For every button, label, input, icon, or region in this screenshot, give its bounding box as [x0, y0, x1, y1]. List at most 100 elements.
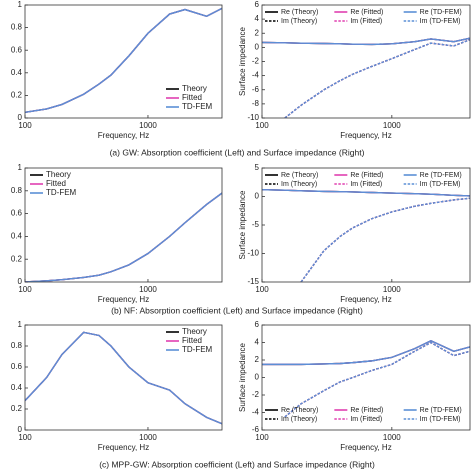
plot-area	[262, 188, 470, 282]
series-line	[284, 38, 470, 118]
plot-frame	[24, 167, 223, 283]
legend-label: Re (TD-FEM)	[420, 172, 462, 179]
series-line	[284, 341, 470, 418]
series-line	[300, 197, 470, 282]
plot-area	[25, 7, 222, 114]
legend-label: Im (Theory)	[281, 181, 317, 188]
legend-label: Re (Fitted)	[350, 172, 383, 179]
x-tick-label: 100	[18, 121, 32, 130]
y-tick-label: 0.6	[11, 209, 23, 218]
legend-label: TD-FEM	[182, 345, 213, 354]
plot-area	[25, 192, 222, 282]
y-axis-label: Surface impedance	[238, 342, 247, 411]
series-line	[262, 37, 470, 46]
legend-label: Fitted	[182, 93, 202, 102]
series-line	[300, 197, 470, 282]
y-tick-label: -6	[252, 85, 260, 94]
legend-label: Fitted	[182, 336, 202, 345]
y-tick-label: -6	[252, 425, 260, 434]
series-line	[25, 192, 222, 282]
plot-frame	[24, 4, 223, 119]
y-tick-label: 0.8	[11, 341, 23, 350]
y-tick-label: 2	[255, 28, 260, 37]
series-line	[262, 188, 470, 197]
plot-frame	[261, 4, 471, 119]
series-line	[284, 341, 470, 418]
series-line	[284, 38, 470, 118]
y-tick-label: 5	[255, 163, 260, 172]
y-tick-label: 0	[18, 425, 23, 434]
legend-label: Im (Theory)	[281, 416, 317, 423]
y-tick-label: 0.2	[11, 404, 23, 413]
y-tick-label: 4	[255, 14, 260, 23]
y-axis-label: Surface impedance	[238, 26, 247, 95]
plot-frame	[261, 167, 471, 283]
y-tick-label: 6	[255, 0, 260, 9]
x-tick-label: 1000	[139, 285, 157, 294]
y-tick-label: 6	[255, 320, 260, 329]
series-line	[25, 192, 222, 282]
y-axis-label: Surface impedance	[238, 190, 247, 259]
series-line	[25, 7, 222, 114]
plot-area	[262, 339, 470, 418]
legend-label: Re (Fitted)	[350, 407, 383, 414]
x-tick-label: 100	[255, 433, 269, 442]
x-axis-label: Frequency, Hz	[98, 443, 149, 452]
legend-label: Fitted	[46, 179, 66, 188]
x-axis-label: Frequency, Hz	[340, 131, 391, 140]
plot-frame	[261, 324, 471, 431]
x-tick-label: 100	[255, 285, 269, 294]
y-tick-label: -10	[247, 113, 259, 122]
x-tick-label: 100	[18, 433, 32, 442]
series-line	[25, 192, 222, 282]
y-tick-label: 0.6	[11, 362, 23, 371]
y-tick-label: 0	[255, 192, 260, 201]
y-tick-label: -5	[252, 220, 260, 229]
y-tick-label: -10	[247, 249, 259, 258]
legend-label: Im (Theory)	[281, 18, 317, 25]
legend-label: Re (Theory)	[281, 9, 318, 16]
y-tick-label: 0.4	[11, 232, 23, 241]
x-tick-label: 1000	[383, 433, 401, 442]
y-tick-label: 0	[255, 42, 260, 51]
legend-label: Re (Theory)	[281, 172, 318, 179]
caption: (a) GW: Absorption coefficient (Left) an…	[110, 147, 365, 157]
y-tick-label: 0	[18, 113, 23, 122]
plot-frame	[24, 324, 223, 431]
y-tick-label: 0.8	[11, 23, 23, 32]
legend-label: Im (TD-FEM)	[420, 18, 461, 25]
y-tick-label: 1	[18, 320, 23, 329]
caption: (b) NF: Absorption coefficient (Left) an…	[111, 305, 363, 315]
y-tick-label: 4	[255, 338, 260, 347]
x-axis-label: Frequency, Hz	[340, 443, 391, 452]
y-tick-label: 0	[18, 277, 23, 286]
series-line	[284, 38, 470, 118]
series-line	[262, 339, 470, 366]
legend-label: Theory	[46, 170, 71, 179]
x-axis-label: Frequency, Hz	[98, 295, 149, 304]
series-line	[300, 197, 470, 282]
x-tick-label: 100	[18, 285, 32, 294]
y-tick-label: 0.6	[11, 45, 23, 54]
x-axis-label: Frequency, Hz	[98, 131, 149, 140]
legend-label: Re (TD-FEM)	[420, 407, 462, 414]
y-tick-label: -4	[252, 71, 260, 80]
y-tick-label: -2	[252, 390, 260, 399]
y-tick-label: -4	[252, 408, 260, 417]
y-tick-label: 0.2	[11, 254, 23, 263]
y-tick-label: 0.4	[11, 68, 23, 77]
y-tick-label: 1	[18, 0, 23, 9]
series-line	[25, 331, 222, 425]
legend-label: Im (TD-FEM)	[420, 416, 461, 423]
legend-label: Im (Fitted)	[350, 416, 382, 423]
caption: (c) MPP-GW: Absorption coefficient (Left…	[99, 459, 375, 469]
legend-label: Theory	[182, 327, 207, 336]
legend-label: Re (TD-FEM)	[420, 9, 462, 16]
y-tick-label: 0.8	[11, 186, 23, 195]
series-line	[284, 341, 470, 418]
plot-area	[25, 331, 222, 425]
y-tick-label: 0.4	[11, 383, 23, 392]
y-tick-label: 2	[255, 355, 260, 364]
legend-label: Im (Fitted)	[350, 18, 382, 25]
